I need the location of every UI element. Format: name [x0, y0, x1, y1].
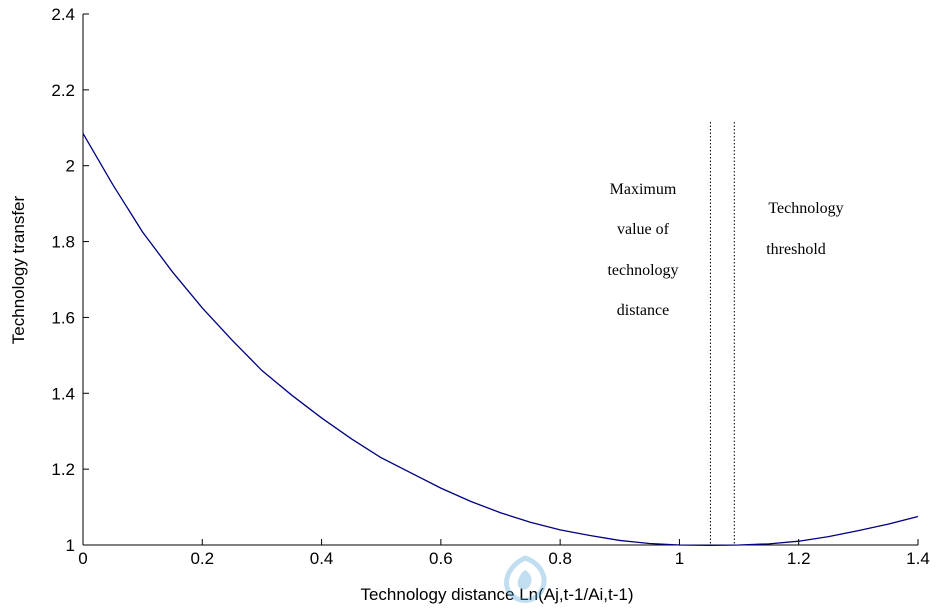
series-layer	[82, 133, 919, 547]
y-tick-label: 1.4	[51, 384, 75, 403]
y-tick-label: 2.2	[51, 81, 75, 100]
plot-area	[82, 14, 918, 546]
annotation-max-line-1: Maximum	[610, 181, 677, 198]
annotation-max-distance: Maximum value of technology distance	[607, 181, 678, 319]
watermark-logo	[504, 555, 547, 603]
x-tick-label: 0.2	[190, 549, 214, 568]
annotation-threshold: Technology threshold	[766, 200, 843, 258]
y-tick-label: 2	[66, 157, 75, 176]
annotation-max-line-3: technology	[607, 262, 678, 279]
annotation-max-line-2: value of	[617, 221, 670, 238]
annotation-max-line-4: distance	[617, 302, 669, 319]
x-tick-label: 0.4	[310, 549, 334, 568]
x-tick-label: 0.8	[548, 549, 572, 568]
y-axis-title: Technology transfer	[9, 195, 28, 344]
y-tick-label: 1	[66, 536, 75, 555]
vline-layer	[709, 122, 735, 545]
y-tick-label: 1.6	[51, 308, 75, 327]
x-tick-label: 1.2	[787, 549, 811, 568]
x-axis-title: Technology distance Ln(Aj,t-1/Ai,t-1)	[360, 585, 633, 604]
annotation-threshold-line-1: Technology	[768, 200, 843, 217]
tick-layer: 0 0.2 0.4 0.6 0.8 1 1.2 1.4 1 1.2 1.4 1.6 1.8 2 2.2 2.4	[51, 5, 929, 568]
x-tick-label: 1.4	[906, 549, 930, 568]
y-tick-label: 2.4	[51, 5, 75, 24]
y-tick-label: 1.2	[51, 460, 75, 479]
x-tick-label: 1	[675, 549, 684, 568]
x-tick-label: 0	[78, 549, 87, 568]
y-tick-label: 1.8	[51, 233, 75, 252]
x-tick-label: 0.6	[429, 549, 453, 568]
series-line	[82, 133, 919, 547]
annotation-threshold-line-2: threshold	[766, 241, 826, 258]
